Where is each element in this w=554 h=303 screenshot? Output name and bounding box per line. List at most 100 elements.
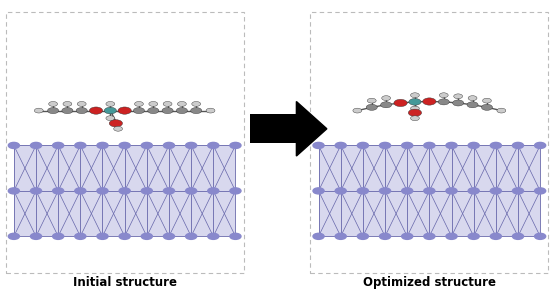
Circle shape [53, 142, 64, 148]
Circle shape [454, 94, 463, 99]
Circle shape [394, 99, 407, 107]
Circle shape [535, 188, 546, 194]
Polygon shape [296, 102, 327, 156]
Circle shape [177, 102, 186, 106]
Circle shape [512, 233, 524, 239]
Circle shape [186, 233, 197, 239]
Circle shape [381, 102, 392, 108]
Bar [319, 145, 540, 236]
Circle shape [353, 108, 362, 113]
Circle shape [313, 188, 324, 194]
Bar [250, 114, 296, 143]
Circle shape [163, 142, 175, 148]
Circle shape [106, 116, 115, 121]
Circle shape [483, 98, 491, 103]
Circle shape [118, 107, 131, 114]
Circle shape [30, 142, 42, 148]
Circle shape [186, 142, 197, 148]
Circle shape [75, 233, 86, 239]
Circle shape [446, 188, 457, 194]
Circle shape [106, 102, 115, 106]
Circle shape [335, 188, 346, 194]
Text: Initial structure: Initial structure [73, 276, 177, 289]
Circle shape [119, 188, 130, 194]
Circle shape [141, 142, 152, 148]
Circle shape [53, 233, 64, 239]
Circle shape [141, 188, 152, 194]
Circle shape [402, 233, 413, 239]
Bar [14, 145, 235, 236]
Circle shape [379, 233, 391, 239]
Circle shape [78, 102, 86, 106]
Circle shape [206, 108, 215, 113]
Circle shape [208, 188, 219, 194]
Circle shape [439, 93, 448, 98]
Circle shape [176, 108, 187, 114]
Circle shape [149, 102, 158, 106]
Circle shape [490, 188, 501, 194]
Circle shape [402, 188, 413, 194]
Circle shape [135, 102, 143, 106]
Circle shape [119, 142, 130, 148]
Bar [310, 12, 548, 273]
Circle shape [481, 104, 493, 110]
Circle shape [446, 142, 457, 148]
Circle shape [8, 233, 19, 239]
Circle shape [468, 96, 477, 101]
Circle shape [424, 142, 435, 148]
Circle shape [163, 233, 175, 239]
Circle shape [490, 142, 501, 148]
Bar [6, 12, 244, 273]
Circle shape [191, 108, 202, 114]
Circle shape [230, 142, 241, 148]
Circle shape [53, 188, 64, 194]
Circle shape [468, 188, 479, 194]
Circle shape [97, 188, 108, 194]
Circle shape [535, 233, 546, 239]
Circle shape [357, 233, 368, 239]
Circle shape [30, 188, 42, 194]
Circle shape [119, 233, 130, 239]
Circle shape [163, 102, 172, 106]
Circle shape [141, 233, 152, 239]
Circle shape [30, 233, 42, 239]
Circle shape [313, 142, 324, 148]
Circle shape [162, 108, 173, 114]
Circle shape [104, 107, 116, 114]
Circle shape [313, 233, 324, 239]
Circle shape [453, 100, 464, 106]
Circle shape [468, 233, 479, 239]
Circle shape [490, 233, 501, 239]
Circle shape [467, 102, 478, 108]
Circle shape [411, 106, 419, 111]
Circle shape [186, 188, 197, 194]
Circle shape [163, 188, 175, 194]
Circle shape [97, 233, 108, 239]
Circle shape [468, 142, 479, 148]
Circle shape [48, 108, 59, 114]
Circle shape [134, 108, 145, 114]
Circle shape [49, 102, 58, 106]
Circle shape [408, 109, 422, 116]
Circle shape [8, 142, 19, 148]
Circle shape [357, 142, 368, 148]
Circle shape [192, 102, 201, 106]
Circle shape [335, 233, 346, 239]
Circle shape [230, 233, 241, 239]
Circle shape [379, 188, 391, 194]
Circle shape [34, 108, 43, 113]
Circle shape [379, 142, 391, 148]
Circle shape [438, 99, 449, 105]
Circle shape [357, 188, 368, 194]
Circle shape [335, 142, 346, 148]
Circle shape [446, 233, 457, 239]
Circle shape [62, 108, 73, 114]
Circle shape [382, 96, 391, 101]
Circle shape [63, 102, 72, 106]
Circle shape [97, 142, 108, 148]
Circle shape [75, 142, 86, 148]
Circle shape [424, 233, 435, 239]
Circle shape [148, 108, 159, 114]
Text: Optimized structure: Optimized structure [363, 276, 496, 289]
Circle shape [114, 126, 122, 131]
